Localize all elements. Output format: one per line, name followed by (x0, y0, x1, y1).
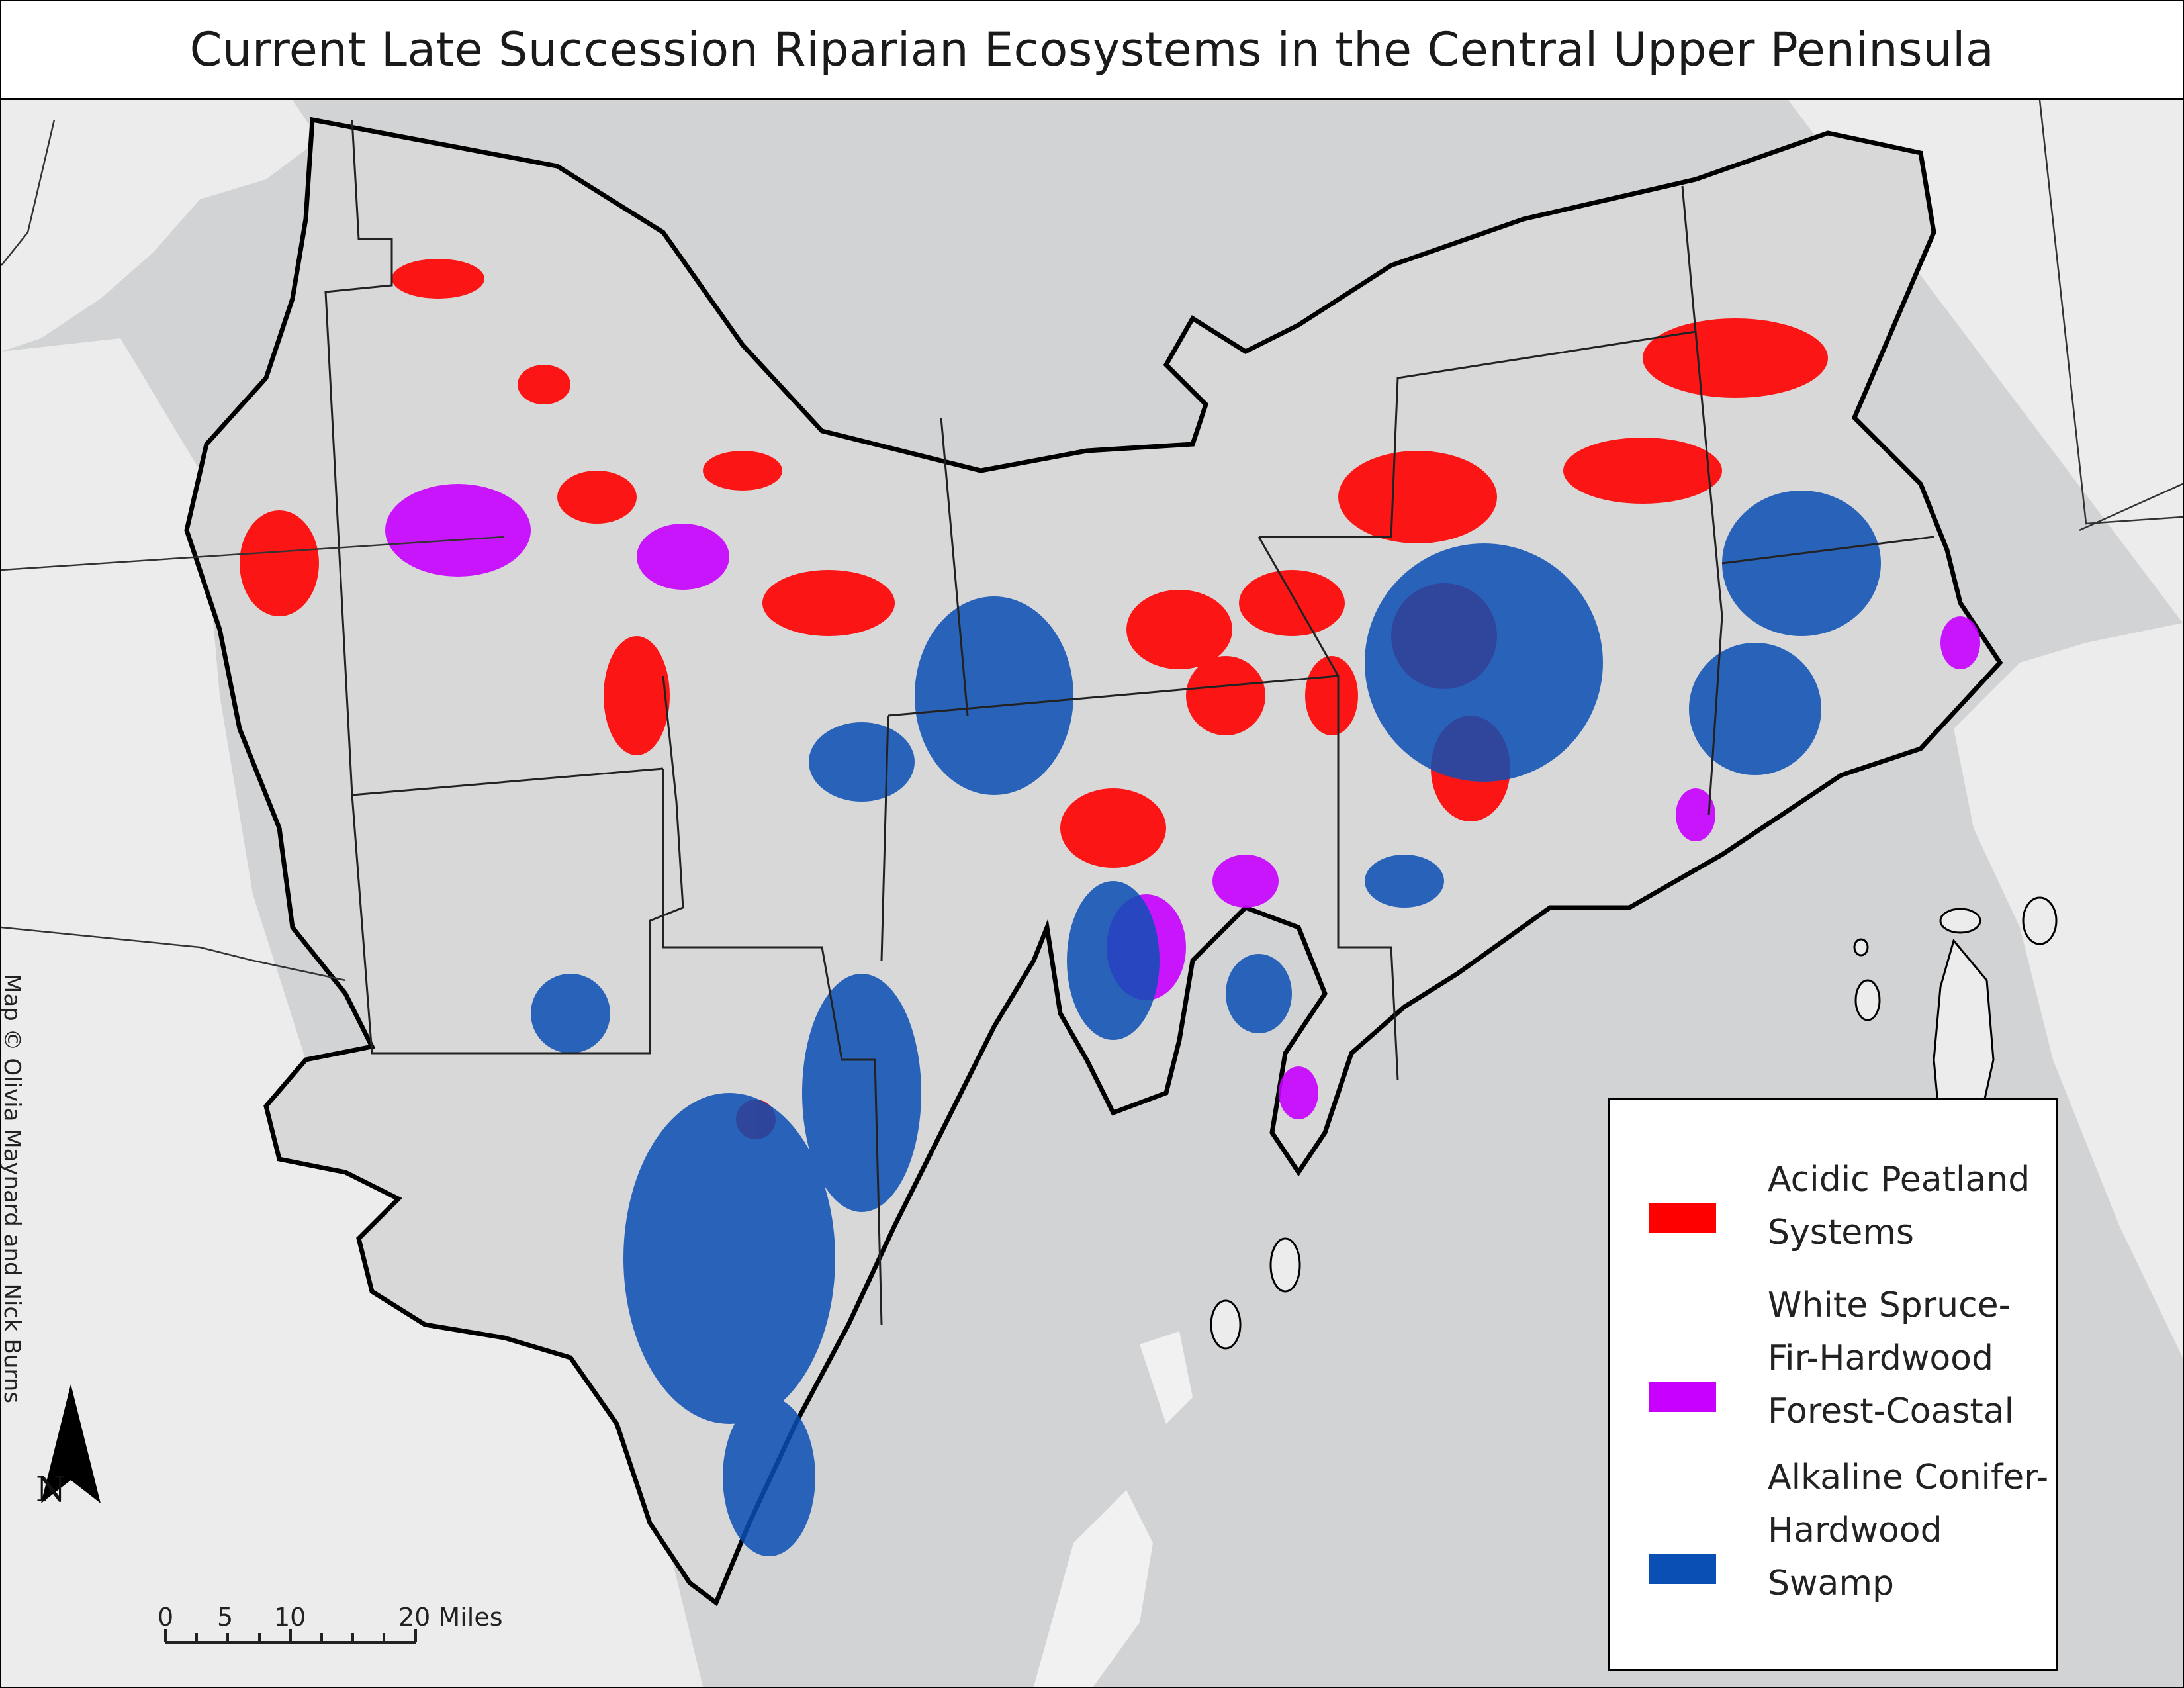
legend-label-line: White Spruce- (1768, 1286, 2011, 1325)
legend: Acidic Peatland Systems White Spruce- Fi… (1608, 1098, 2058, 1671)
map-canvas (1, 100, 2183, 1687)
land-east (1788, 100, 2183, 1358)
alkaline-conifer-patches (531, 491, 1881, 1556)
land-northwest (1, 100, 319, 352)
legend-label-line: Alkaline Conifer- (1768, 1458, 2049, 1497)
legend-swatch-acidic (1649, 1203, 1716, 1233)
map-area[interactable]: N 0 5 10 20 Miles Map © Olivia Maynard a… (1, 100, 2183, 1687)
north-label: N (36, 1470, 66, 1510)
legend-label-line: Hardwood (1768, 1511, 1942, 1550)
land-west (1, 338, 703, 1687)
legend-swatch-alkaline (1649, 1554, 1716, 1584)
map-title: Current Late Succession Riparian Ecosyst… (189, 23, 1995, 77)
legend-label-line: Acidic Peatland (1768, 1160, 2030, 1199)
outside-boundaries (1, 100, 2183, 982)
map-credit: Map © Olivia Maynard and Nick Burns (1, 974, 25, 1404)
legend-label-line: Swamp (1768, 1564, 1895, 1603)
small-islands (1210, 896, 2058, 1350)
scale-label-20: 20 Miles (398, 1603, 503, 1632)
scale-label-5: 5 (217, 1603, 234, 1632)
legend-label-line: Fir-Hardwood (1768, 1338, 1993, 1378)
scale-label-0: 0 (158, 1603, 174, 1632)
title-bar: Current Late Succession Riparian Ecosyst… (1, 1, 2183, 100)
county-boundaries (324, 119, 1934, 1325)
north-arrow-icon (41, 1384, 101, 1503)
legend-swatch-spruce (1649, 1382, 1716, 1412)
scale-label-10: 10 (274, 1603, 306, 1632)
credit-block: Map © Olivia Maynard and Nick Burns (1, 974, 50, 1503)
island-south-1 (1034, 1490, 1153, 1687)
legend-label-line: Forest-Coastal (1768, 1391, 2015, 1431)
island-south-2 (1140, 1331, 1193, 1424)
scale-bar (164, 1629, 417, 1644)
legend-label-line: Systems (1768, 1213, 1914, 1252)
